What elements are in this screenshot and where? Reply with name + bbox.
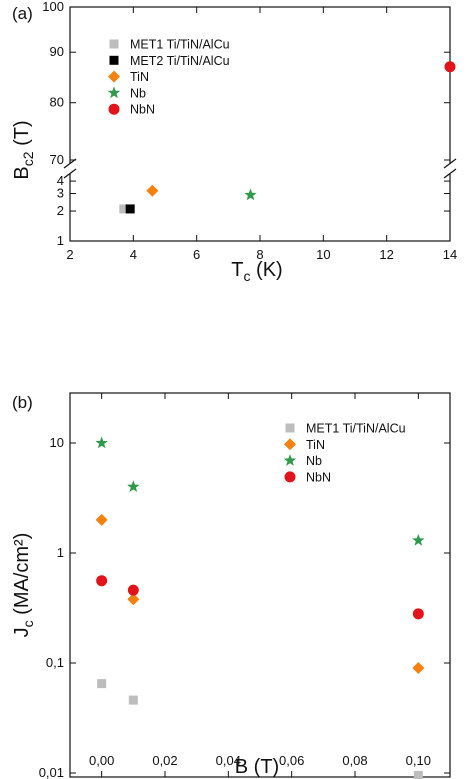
x-tick-label: 4 (130, 247, 137, 262)
x-tick-label: 2 (66, 247, 73, 262)
data-point-nbn (96, 575, 108, 587)
panel-b-chart: 0,00 0,02 0,04 0,06 0,08 0,10 0,01 0,1 1 10 (b) Jc … (11, 392, 451, 779)
y-tick-label: 100 (42, 0, 64, 14)
x-tick-label: 0,04 (216, 753, 241, 768)
x-tick-label: 12 (379, 247, 393, 262)
legend-marker-nbn (284, 471, 296, 483)
legend-marker-nbn (108, 103, 120, 115)
legend-label: TiN (130, 70, 149, 84)
legend-marker-tin (108, 70, 120, 83)
legend-label: Nb (306, 454, 322, 468)
y-axis-label: Jc (MA/cm²) (11, 533, 36, 638)
x-tick-label: 10 (316, 247, 330, 262)
y-tick-label: 10 (50, 435, 64, 450)
legend-marker-nb (283, 454, 297, 466)
data-point-met2-ti-tin-alcu (125, 204, 135, 214)
axis-break-gap-left (64, 163, 76, 174)
y-tick-label: 70 (50, 152, 64, 167)
data-point-nbn (444, 61, 456, 73)
x-tick-label: 0,02 (152, 753, 177, 768)
legend-marker-tin (284, 438, 296, 451)
y-tick-label: 1 (57, 545, 64, 560)
legend-label: MET2 Ti/TiN/AlCu (130, 54, 230, 68)
y-tick-label: 3 (57, 186, 64, 201)
x-tick-label: 0,08 (342, 753, 367, 768)
data-point-nb (127, 480, 140, 493)
x-tick-label: 6 (193, 247, 200, 262)
panel-label: (a) (12, 4, 33, 23)
y-tick-label: 1 (57, 233, 64, 248)
y-tick-label: 0,1 (46, 655, 64, 670)
data-point-tin (412, 662, 425, 675)
y-tick-label: 2 (57, 203, 64, 218)
x-tick-label: 8 (256, 247, 263, 262)
legend-label: Nb (130, 86, 146, 100)
legend-label: MET1 Ti/TiN/AlCu (306, 422, 406, 436)
legend-marker-met1-ti-tin-alcu (285, 423, 295, 433)
data-point-nb (244, 188, 257, 201)
legend-label: NbN (130, 103, 155, 117)
y-axis-label: Bc2 (T) (11, 120, 36, 179)
y-tick-label: 4 (57, 173, 64, 188)
data-point-tin (127, 593, 140, 606)
data-point-met1-ti-tin-alcu (97, 679, 107, 689)
y-tick-label: 0,01 (39, 765, 64, 779)
y-tick-label: 90 (50, 44, 64, 59)
data-point-nbn (127, 584, 139, 596)
panel-label: (b) (12, 393, 33, 412)
axis-break-mark-left (63, 168, 77, 179)
data-point-nb (412, 533, 425, 546)
x-tick-label: 0,06 (279, 753, 304, 768)
legend-marker-met2-ti-tin-alcu (109, 55, 119, 65)
data-point-met1-ti-tin-alcu (413, 770, 423, 779)
x-tick-label: 0,10 (406, 753, 431, 768)
data-point-nb (95, 436, 108, 449)
legend-label: NbN (306, 470, 331, 484)
data-point-met1-ti-tin-alcu (119, 204, 129, 214)
x-axis-label: Tc (K) (231, 259, 282, 284)
legend-marker-met1-ti-tin-alcu (109, 39, 119, 49)
axis-break-gap-right (444, 163, 456, 174)
axis-break-mark-right (443, 158, 457, 169)
x-tick-label: 14 (443, 247, 457, 262)
data-point-met1-ti-tin-alcu (128, 695, 138, 705)
data-point-tin (146, 184, 159, 197)
legend-marker-nb (107, 86, 121, 99)
legend-label: MET1 Ti/TiN/AlCu (130, 38, 230, 52)
x-axis-label: B (T) (235, 756, 279, 778)
y-tick-label: 80 (50, 95, 64, 110)
data-point-nbn (412, 608, 424, 620)
data-point-tin (95, 513, 108, 526)
legend-label: TiN (306, 438, 325, 452)
x-tick-label: 0,00 (89, 753, 114, 768)
plot-frame (69, 392, 451, 778)
axis-break-mark-right (443, 168, 457, 179)
